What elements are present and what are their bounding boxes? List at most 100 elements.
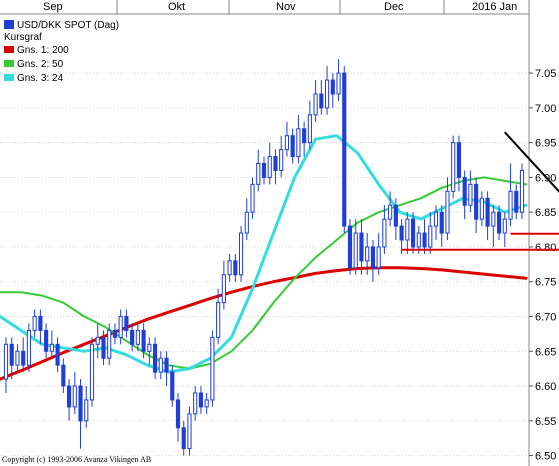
candle	[451, 135, 456, 199]
candle	[193, 386, 198, 421]
legend-ma50-label: Gns. 2: 50	[17, 59, 64, 70]
candle-body	[32, 315, 37, 331]
candle-body	[416, 232, 421, 248]
candle-body	[353, 232, 358, 269]
legend-ma200-swatch	[4, 46, 14, 53]
candle	[382, 205, 387, 254]
month-label: Dec	[384, 1, 404, 13]
candle-body	[210, 336, 215, 401]
candle-body	[342, 72, 347, 227]
candle	[66, 379, 72, 421]
candle	[307, 100, 312, 150]
candle-body	[227, 260, 232, 276]
candle-body	[84, 399, 89, 422]
candle-body	[319, 93, 324, 109]
candle	[175, 392, 181, 442]
candle-body	[502, 218, 507, 234]
candle	[130, 323, 135, 352]
ma50-line	[0, 176, 527, 370]
candle-body	[433, 211, 439, 227]
candle	[370, 240, 376, 282]
candle	[112, 323, 118, 345]
candle	[496, 205, 502, 240]
month-label: Okt	[168, 1, 185, 13]
candle	[279, 135, 284, 178]
candle	[256, 149, 261, 192]
candle-body	[422, 232, 427, 248]
candle-body	[370, 246, 376, 269]
candle-body	[279, 149, 284, 171]
candle	[267, 142, 272, 185]
candle-body	[141, 329, 146, 352]
candle	[210, 330, 215, 407]
candle-body	[101, 336, 106, 359]
candle-body	[244, 211, 249, 234]
trendline	[504, 131, 559, 193]
month-label: 2016 Jan	[472, 1, 517, 13]
candle	[233, 253, 238, 282]
candles	[3, 59, 525, 456]
candle	[61, 358, 66, 393]
moving-average-lines	[0, 134, 528, 381]
candle-body	[3, 343, 9, 380]
candle-body	[410, 218, 416, 248]
candle-body	[170, 371, 175, 401]
candle-body	[38, 315, 43, 331]
candle-body	[216, 302, 221, 338]
candle	[468, 170, 473, 213]
candle-body	[158, 357, 163, 373]
legend-main-label: USD/DKK SPOT (Dag)	[17, 20, 119, 31]
y-tick-label: 6.95	[535, 138, 556, 150]
candle-body	[72, 385, 77, 408]
candle	[170, 365, 175, 407]
drawing-overlays	[401, 131, 559, 251]
candle	[107, 323, 112, 366]
candle-body	[302, 128, 307, 144]
candle	[164, 351, 169, 387]
candle	[26, 323, 32, 373]
candle	[38, 309, 43, 345]
y-tick-label: 7.05	[535, 68, 556, 80]
candle	[273, 149, 278, 185]
candle-body	[376, 246, 381, 269]
y-tick-label: 6.90	[535, 172, 556, 184]
candle-body	[393, 204, 398, 227]
candle	[261, 156, 267, 185]
candle-body	[124, 315, 129, 331]
candle-body	[399, 225, 404, 241]
legend-main-swatch	[4, 20, 14, 29]
candle	[376, 233, 381, 275]
candle-body	[78, 385, 83, 422]
candle	[9, 337, 14, 380]
candle	[519, 163, 525, 220]
candle	[410, 212, 416, 254]
candle-body	[365, 246, 370, 262]
candle	[302, 121, 307, 157]
candle-body	[256, 163, 261, 185]
candle-body	[49, 343, 54, 352]
candle-body	[468, 183, 473, 206]
candle-body	[290, 135, 295, 158]
candle	[221, 260, 226, 310]
ma200-line	[0, 266, 528, 381]
candle-body	[26, 329, 32, 366]
candle	[250, 177, 255, 220]
candle	[347, 219, 353, 275]
candle-body	[267, 156, 272, 178]
candle	[296, 114, 301, 164]
candle	[445, 177, 450, 240]
candle	[428, 212, 433, 254]
candle	[479, 191, 484, 227]
candle	[365, 233, 370, 275]
candle-body	[462, 176, 467, 206]
candle-body	[296, 128, 301, 158]
candle-body	[175, 399, 181, 429]
candle-body	[135, 329, 140, 345]
y-tick-label: 6.70	[535, 311, 556, 323]
candle-body	[273, 156, 278, 171]
copyright-text: Copyright (c) 1993-2006 Avanza Vikingen …	[2, 455, 151, 464]
y-tick-label: 6.50	[535, 451, 556, 463]
candle-body	[519, 169, 525, 213]
candle	[336, 59, 341, 101]
